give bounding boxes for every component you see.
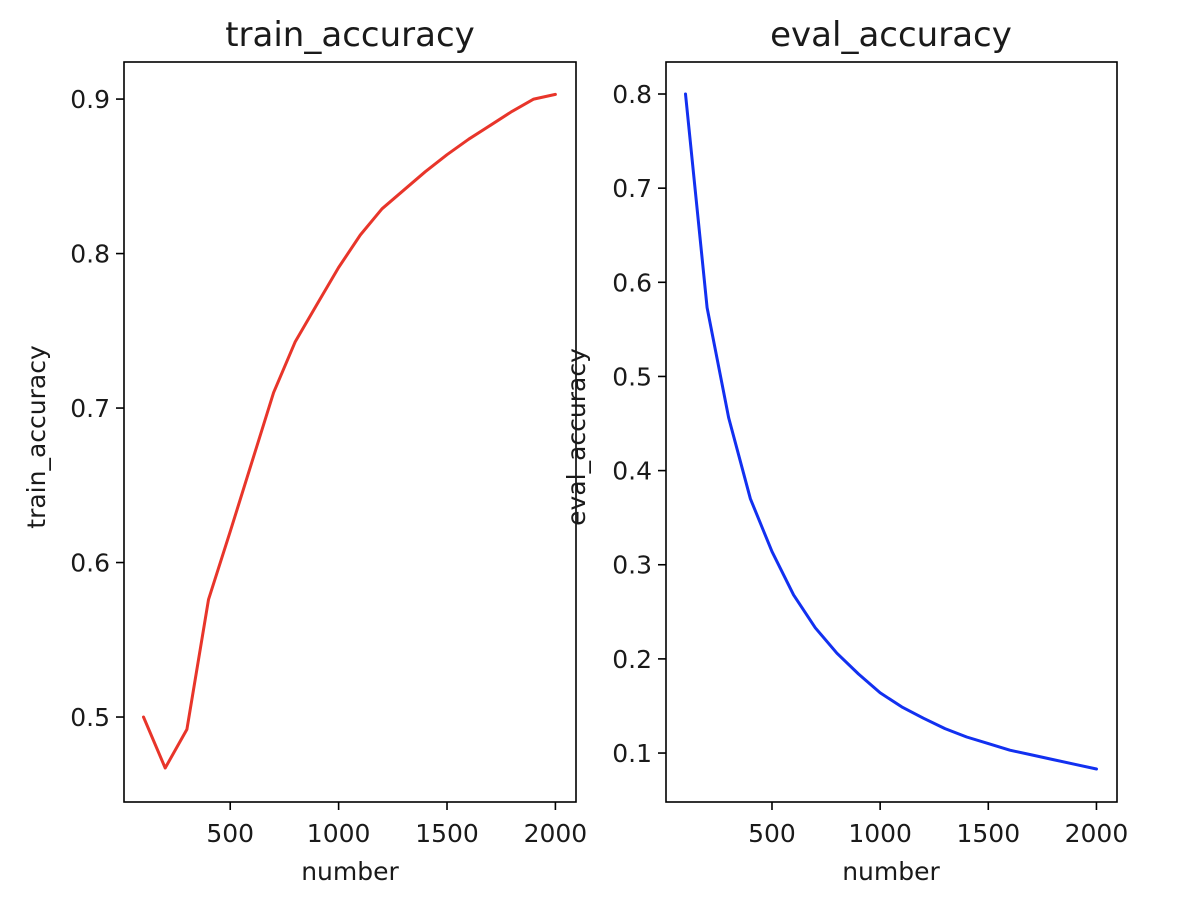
chart-title: train_accuracy	[225, 15, 475, 55]
x-tick-label: 1000	[848, 819, 912, 848]
y-tick-label: 0.4	[612, 457, 652, 486]
tick-group: 500 1000 1500 2000 0.1 0.2 0.3 0.4 0.5 0.6 0.7 0.8	[612, 80, 1128, 848]
series-group	[142, 92, 557, 770]
y-tick-label: 0.8	[612, 80, 652, 109]
series-line	[684, 92, 1098, 771]
chart-title: eval_accuracy	[770, 15, 1012, 55]
y-tick-label: 0.6	[612, 268, 652, 297]
y-axis-label: eval_accuracy	[562, 348, 591, 526]
tick-group: 500 1000 1500 2000 0.5 0.6 0.7 0.8 0.9	[70, 85, 587, 848]
y-tick-label: 0.8	[70, 240, 110, 269]
y-tick-label: 0.1	[612, 739, 652, 768]
x-tick-label: 2000	[1065, 819, 1129, 848]
y-tick-label: 0.5	[70, 703, 110, 732]
x-tick-label: 1500	[415, 819, 479, 848]
x-axis-label: number	[842, 857, 940, 886]
x-tick-label: 500	[748, 819, 796, 848]
y-tick-label: 0.5	[612, 362, 652, 391]
y-tick-label: 0.2	[612, 645, 652, 674]
series-line	[142, 92, 557, 770]
y-tick-label: 0.7	[70, 394, 110, 423]
y-tick-label: 0.9	[70, 85, 110, 114]
eval-accuracy-chart: eval_accuracy number eval_accuracy 500 10…	[562, 15, 1128, 886]
x-tick-label: 1500	[956, 819, 1020, 848]
y-tick-label: 0.7	[612, 174, 652, 203]
plot-frame	[665, 61, 1118, 803]
x-tick-label: 500	[206, 819, 254, 848]
series-group	[684, 92, 1098, 771]
x-axis-label: number	[301, 857, 399, 886]
train-accuracy-chart: train_accuracy number train_accuracy 500…	[22, 15, 587, 886]
plot-frame	[123, 61, 577, 803]
x-tick-label: 2000	[524, 819, 588, 848]
y-axis-label: train_accuracy	[22, 345, 51, 529]
y-tick-label: 0.6	[70, 549, 110, 578]
y-tick-label: 0.3	[612, 551, 652, 580]
x-tick-label: 1000	[307, 819, 371, 848]
